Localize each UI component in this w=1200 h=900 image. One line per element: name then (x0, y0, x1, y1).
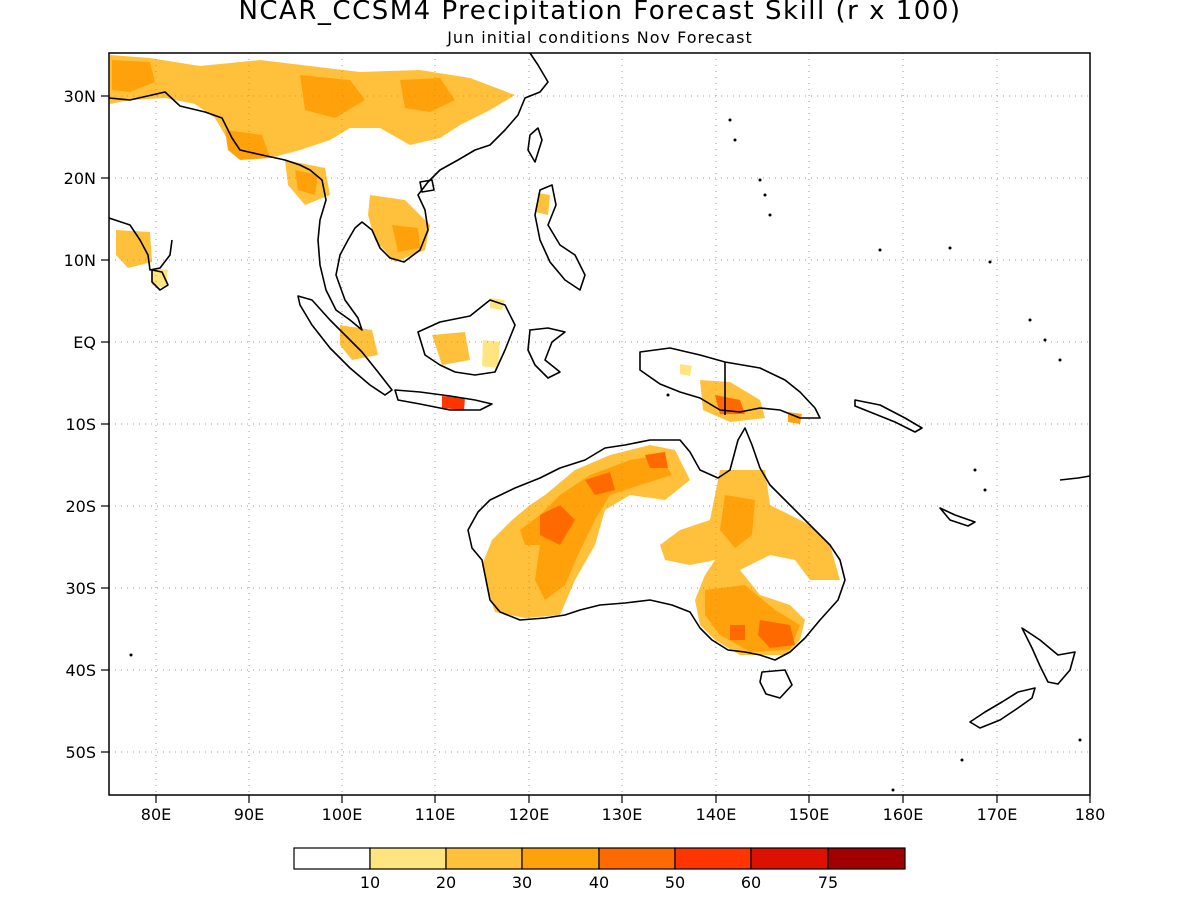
lat-label: 30S (65, 579, 96, 598)
lon-label: 170E (977, 805, 1018, 824)
colorbar-label: 10 (360, 873, 380, 892)
colorbar-label: 20 (436, 873, 456, 892)
lat-label: 20N (64, 169, 96, 188)
coastlines (109, 53, 1090, 729)
skill-shading (110, 55, 840, 655)
colorbar-label: 30 (512, 873, 532, 892)
lat-label: EQ (73, 333, 96, 352)
lon-label: 110E (415, 805, 456, 824)
colorbar-swatch (598, 847, 676, 870)
lat-label: 10S (65, 415, 96, 434)
colorbar-swatch (827, 847, 906, 870)
island-dots (129, 118, 1082, 792)
map-subtitle: Jun initial conditions Nov Forecast (447, 28, 753, 47)
lat-label: 40S (65, 661, 96, 680)
lon-labels: 80E 90E 100E 110E 120E 130E 140E 150E 16… (141, 805, 1106, 824)
colorbar-label: 75 (818, 873, 838, 892)
colorbar-label: 40 (589, 873, 609, 892)
colorbar-swatch (750, 847, 829, 870)
lon-label: 120E (509, 805, 550, 824)
plot-area (109, 53, 1090, 795)
colorbar-swatch (521, 847, 600, 870)
colorbar-label: 60 (741, 873, 761, 892)
gridlines (109, 53, 1090, 795)
lon-label: 130E (602, 805, 643, 824)
lat-label: 50S (65, 743, 96, 762)
lon-label: 140E (696, 805, 737, 824)
colorbar-label: 50 (665, 873, 685, 892)
colorbar-swatch (445, 847, 523, 870)
lon-label: 90E (234, 805, 264, 824)
colorbar-swatch (369, 847, 447, 870)
lon-label: 150E (789, 805, 830, 824)
lat-label: 30N (64, 87, 96, 106)
lon-label: 160E (883, 805, 924, 824)
tick-marks (101, 95, 1091, 803)
colorbar: 10 20 30 40 50 60 75 (293, 847, 906, 892)
lat-labels: 30N 20N 10N EQ 10S 20S 30S 40S 50S (64, 87, 96, 762)
lat-label: 10N (64, 251, 96, 270)
lon-label: 80E (141, 805, 171, 824)
colorbar-swatch (293, 847, 371, 870)
lon-label: 180 (1075, 805, 1106, 824)
map-title: NCAR_CCSM4 Precipitation Forecast Skill … (238, 0, 962, 26)
colorbar-swatch (674, 847, 752, 870)
lon-label: 100E (322, 805, 363, 824)
lat-label: 20S (65, 497, 96, 516)
